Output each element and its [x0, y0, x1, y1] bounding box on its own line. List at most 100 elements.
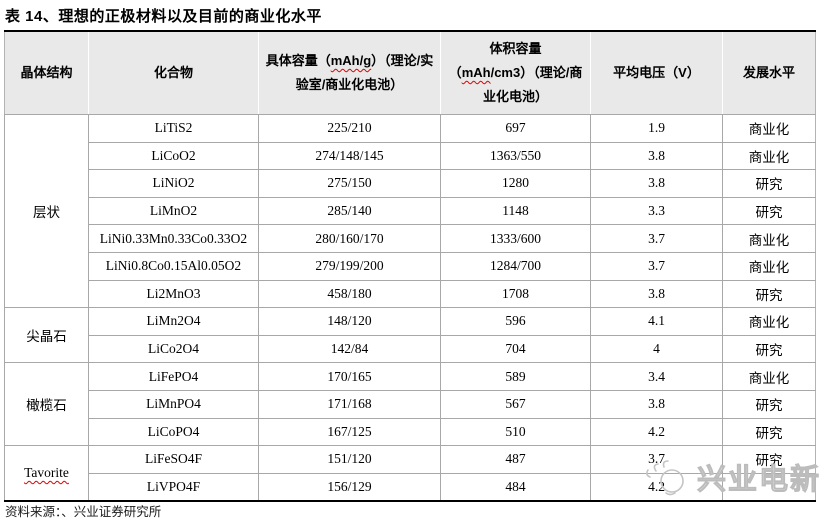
status-cell: 研究	[722, 445, 816, 474]
specific-capacity-cell: 156/129	[258, 472, 441, 502]
header-compound: 化合物	[88, 31, 259, 115]
header-specific-capacity: 具体容量（mAh/g）（理论/实验室/商业化电池）	[258, 31, 441, 115]
avg-voltage-cell: 3.7	[590, 251, 723, 281]
volumetric-capacity-cell: 567	[440, 389, 591, 419]
status-cell: 研究	[722, 334, 816, 363]
table-row: LiCo2O4 142/84 704 4 研究	[5, 334, 816, 363]
table-row: 橄榄石 LiFePO4 170/165 589 3.4 商业化	[4, 362, 816, 446]
specific-capacity-cell: 279/199/200	[258, 251, 441, 281]
compound-cell: LiNi0.33Mn0.33Co0.33O2	[88, 224, 259, 253]
status-cell: 商业化	[722, 114, 816, 143]
volumetric-capacity-cell: 1363/550	[440, 141, 591, 170]
compound-cell: LiFeSO4F	[88, 445, 259, 474]
avg-voltage-cell: 3.4	[590, 362, 723, 391]
header-text: 体积容量	[489, 40, 542, 56]
table-row: LiVPO4F 156/129 484 4.2	[5, 472, 816, 502]
volumetric-capacity-cell: 697	[440, 114, 591, 143]
volumetric-capacity-cell: 1333/600	[440, 224, 591, 253]
status-cell: 商业化	[722, 141, 816, 170]
compound-cell: LiNiO2	[88, 169, 259, 198]
avg-voltage-cell: 4.2	[590, 417, 723, 446]
volumetric-capacity-cell: 510	[440, 417, 591, 446]
table-row: 层状 LiTiS2 225/210 697 1.9 商业化	[4, 113, 816, 308]
specific-capacity-cell: 225/210	[258, 114, 441, 143]
volumetric-capacity-cell: 596	[440, 307, 591, 336]
table-row: LiNiO2 275/150 1280 3.8 研究	[5, 169, 816, 198]
table-row: LiNi0.33Mn0.33Co0.33O2 280/160/170 1333/60…	[5, 224, 816, 253]
compound-cell: Li2MnO3	[88, 279, 259, 308]
crystal-structure-cell: 尖晶石	[4, 307, 89, 363]
avg-voltage-cell: 3.7	[590, 224, 723, 253]
status-cell	[722, 472, 816, 502]
source-note: 资料来源：、兴业证券研究所	[5, 505, 162, 519]
table-row: LiCoPO4 167/125 510 4.2 研究	[5, 417, 816, 446]
avg-voltage-cell: 4	[590, 334, 723, 363]
status-cell: 研究	[722, 196, 816, 225]
specific-capacity-cell: 151/120	[258, 445, 441, 474]
specific-capacity-cell: 275/150	[258, 169, 441, 198]
table-row: Li2MnO3 458/180 1708 3.8 研究	[5, 279, 816, 308]
header-unit-mah: mAh	[461, 64, 491, 80]
avg-voltage-cell: 3.3	[590, 196, 723, 225]
header-text: （	[448, 64, 462, 80]
compound-cell: LiNi0.8Co0.15Al0.05O2	[88, 251, 259, 281]
status-cell: 商业化	[722, 224, 816, 253]
avg-voltage-cell: 4.1	[590, 307, 723, 336]
compound-cell: LiMnO2	[88, 196, 259, 225]
crystal-structure-cell: 层状	[4, 113, 89, 308]
specific-capacity-cell: 285/140	[258, 196, 441, 225]
compound-cell: LiCoPO4	[88, 417, 259, 446]
specific-capacity-cell: 148/120	[258, 307, 441, 336]
page-title: 表 14、理想的正极材料以及目前的商业化水平	[5, 8, 322, 25]
specific-capacity-cell: 167/125	[258, 417, 441, 446]
header-development-level: 发展水平	[722, 31, 816, 115]
compound-cell: LiFePO4	[88, 362, 259, 391]
table-row: 尖晶石 LiMn2O4 148/120 596 4.1 商业化	[4, 307, 816, 363]
table-row: LiNi0.8Co0.15Al0.05O2 279/199/200 1284/700…	[5, 251, 816, 281]
volumetric-capacity-cell: 704	[440, 334, 591, 363]
status-cell: 研究	[722, 417, 816, 446]
table-body: 层状 LiTiS2 225/210 697 1.9 商业化 LiCoO2 274/148/14…	[4, 113, 816, 502]
volumetric-capacity-cell: 589	[440, 362, 591, 391]
avg-voltage-cell: 3.8	[590, 279, 723, 308]
specific-capacity-cell: 274/148/145	[258, 141, 441, 170]
avg-voltage-cell: 1.9	[590, 114, 723, 143]
avg-voltage-cell: 3.7	[590, 445, 723, 474]
volumetric-capacity-cell: 1284/700	[440, 251, 591, 281]
compound-cell: LiVPO4F	[88, 472, 259, 502]
volumetric-capacity-cell: 1280	[440, 169, 591, 198]
header-crystal-structure: 晶体结构	[4, 31, 89, 115]
table-row: LiMnPO4 171/168 567 3.8 研究	[5, 389, 816, 419]
header-text: /cm3）（理论/商业化电池）	[482, 64, 583, 105]
header-text: ）（理论/实验室/商业化电池）	[295, 52, 434, 92]
avg-voltage-cell: 3.8	[590, 389, 723, 419]
specific-capacity-cell: 171/168	[258, 389, 441, 419]
specific-capacity-cell: 280/160/170	[258, 224, 441, 253]
status-cell: 商业化	[722, 307, 816, 336]
compound-cell: LiCoO2	[88, 141, 259, 170]
compound-cell: LiCo2O4	[88, 334, 259, 363]
compound-cell: LiTiS2	[88, 114, 259, 143]
compound-cell: LiMnPO4	[88, 389, 259, 419]
avg-voltage-cell: 3.8	[590, 141, 723, 170]
crystal-structure-cell: Tavorite	[4, 445, 89, 502]
table-row: Tavorite LiFeSO4F 151/120 487 3.7 研究	[4, 445, 816, 502]
table-header: 晶体结构 化合物 具体容量（mAh/g）（理论/实验室/商业化电池） 体积容量 （…	[4, 31, 816, 115]
status-cell: 商业化	[722, 362, 816, 391]
cathode-materials-table: 晶体结构 化合物 具体容量（mAh/g）（理论/实验室/商业化电池） 体积容量 （…	[4, 30, 816, 503]
status-cell: 商业化	[722, 251, 816, 281]
crystal-structure-cell: 橄榄石	[4, 362, 89, 446]
header-volumetric-capacity: 体积容量 （mAh/cm3）（理论/商业化电池）	[440, 31, 591, 115]
status-cell: 研究	[722, 169, 816, 198]
specific-capacity-cell: 458/180	[258, 279, 441, 308]
volumetric-capacity-cell: 1708	[440, 279, 591, 308]
volumetric-capacity-cell: 484	[440, 472, 591, 502]
compound-cell: LiMn2O4	[88, 307, 259, 336]
specific-capacity-cell: 142/84	[258, 334, 441, 363]
volumetric-capacity-cell: 1148	[440, 196, 591, 225]
volumetric-capacity-cell: 487	[440, 445, 591, 474]
avg-voltage-cell: 4.2	[590, 472, 723, 502]
status-cell: 研究	[722, 279, 816, 308]
specific-capacity-cell: 170/165	[258, 362, 441, 391]
header-row: 晶体结构 化合物 具体容量（mAh/g）（理论/实验室/商业化电池） 体积容量 （…	[4, 31, 816, 115]
